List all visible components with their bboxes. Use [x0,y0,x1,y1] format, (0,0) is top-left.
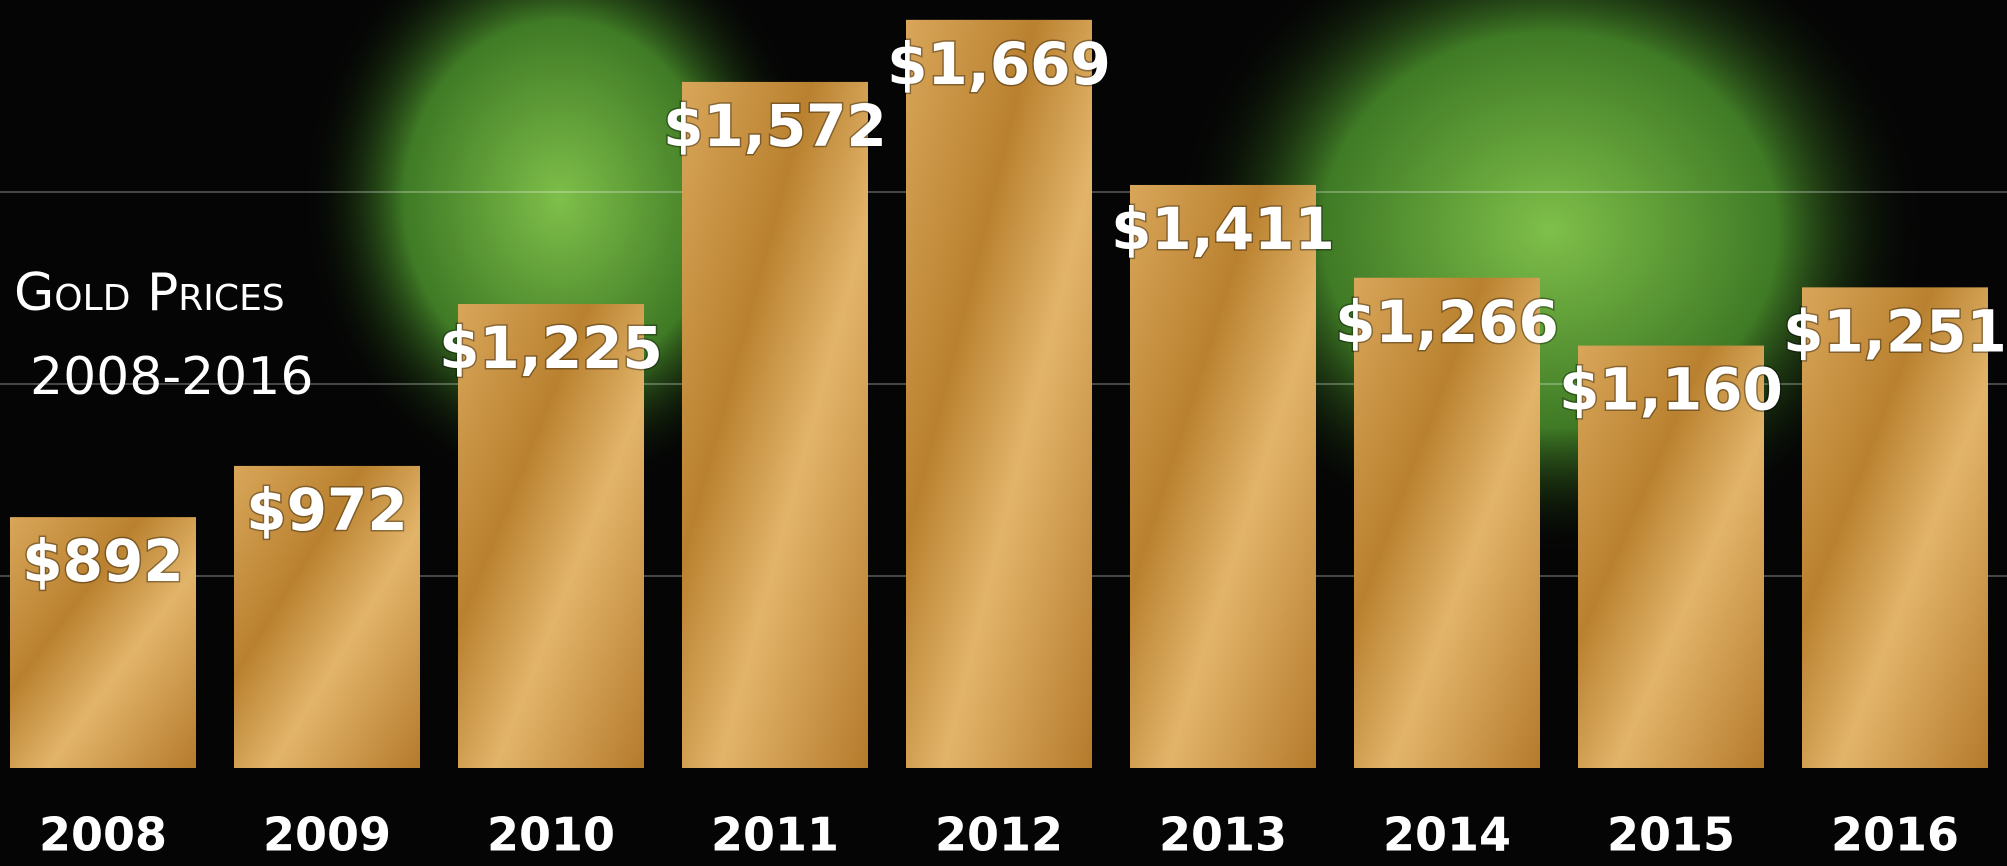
data-label: $1,669 [887,30,1111,98]
x-tick-label: 2011 [711,808,839,862]
x-tick-label: 2013 [1159,808,1287,862]
bar [682,81,868,769]
bar [234,465,420,768]
bar [1802,287,1988,768]
data-label: $892 [22,527,183,595]
x-tick-label: 2012 [935,808,1063,862]
data-label: $1,160 [1559,356,1783,424]
chart-subtitle: 2008-2016 [30,347,313,407]
bar [458,304,644,768]
x-tick-label: 2009 [263,808,391,862]
bar [906,19,1092,768]
bar [1130,184,1316,768]
data-label: $972 [246,476,407,544]
data-label: $1,266 [1335,288,1559,356]
data-label: $1,251 [1783,297,2007,365]
data-label: $1,411 [1111,195,1335,263]
chart-title: Gold Prices [14,263,285,323]
x-tick-label: 2014 [1383,808,1511,862]
data-label: $1,572 [663,92,887,160]
x-tick-label: 2015 [1607,808,1735,862]
x-tick-label: 2008 [39,808,167,862]
bar [10,517,196,768]
x-tick-label: 2010 [487,808,615,862]
bar [1578,345,1764,768]
bar [1354,277,1540,768]
data-label: $1,225 [439,314,663,382]
x-tick-label: 2016 [1831,808,1959,862]
